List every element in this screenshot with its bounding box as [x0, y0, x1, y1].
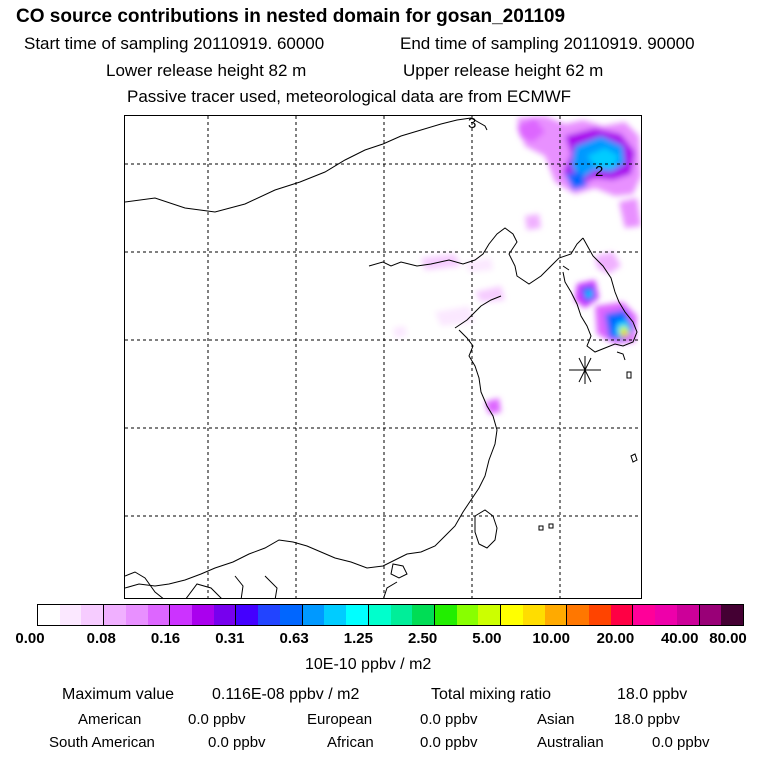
colorbar-segment [38, 605, 60, 625]
region-name: Australian [537, 734, 604, 751]
total-mixing-value: 18.0 ppbv [617, 686, 688, 703]
colorbar-segment [390, 605, 413, 625]
colorbar-segment [412, 605, 435, 625]
total-mixing-label: Total mixing ratio [431, 686, 552, 703]
start-time-label: Start time of sampling 20110919. 60000 [24, 34, 325, 53]
region-value: 0.0 ppbv [420, 734, 478, 751]
colorbar-tick-label: 0.31 [215, 630, 245, 647]
contour-label-2: 2 [595, 163, 603, 180]
region-name: American [78, 711, 142, 728]
colorbar-segment [588, 605, 611, 625]
colorbar [37, 604, 744, 626]
colorbar-segment [456, 605, 479, 625]
region-name: European [307, 711, 373, 728]
colorbar-tick-label: 5.00 [472, 630, 502, 647]
colorbar-segment [236, 605, 259, 625]
colorbar-tick-label: 0.16 [150, 630, 181, 647]
colorbar-segment [544, 605, 568, 625]
colorbar-segment [59, 605, 82, 625]
end-time-label: End time of sampling 20110919. 90000 [400, 34, 695, 53]
max-value-label: Maximum value [62, 686, 175, 703]
colorbar-tick-label: 40.00 [660, 630, 699, 647]
colorbar-tick-label: 20.00 [596, 630, 635, 647]
colorbar-segment [522, 605, 545, 625]
colorbar-tick-label: 2.50 [408, 630, 438, 647]
colorbar-tick-label: 0.63 [279, 630, 309, 647]
concentration-field [393, 116, 641, 414]
colorbar-segment [676, 605, 700, 625]
colorbar-segment [147, 605, 171, 625]
region-value: 0.0 ppbv [208, 734, 266, 751]
region-name: South American [49, 734, 155, 751]
colorbar-tick-label: 80.00 [709, 630, 747, 647]
colorbar-segment [125, 605, 148, 625]
region-value: 0.0 ppbv [188, 711, 246, 728]
colorbar-tick-label: 0.00 [15, 630, 45, 647]
colorbar-tick-label: 0.08 [86, 630, 116, 647]
map-panel: 3 2 [124, 115, 642, 599]
colorbar-segment [478, 605, 502, 625]
plot-title: CO source contributions in nested domain… [16, 6, 566, 27]
colorbar-segment [610, 605, 634, 625]
colorbar-segment [655, 605, 677, 625]
max-value: 0.116E-08 ppbv / m2 [212, 686, 360, 703]
colorbar-segment [258, 605, 280, 625]
contour-label-3: 3 [468, 116, 476, 132]
map-canvas: 3 2 [125, 116, 641, 598]
colorbar-segment [104, 605, 126, 625]
receptor-star-icon [569, 356, 601, 384]
region-value: 0.0 ppbv [420, 711, 478, 728]
coastlines [125, 117, 638, 598]
colorbar-segment [699, 605, 722, 625]
colorbar-segment [721, 605, 743, 625]
colorbar-units: 10E-10 ppbv / m2 [305, 656, 432, 673]
colorbar-segment [81, 605, 105, 625]
colorbar-segment [279, 605, 303, 625]
colorbar-segment [434, 605, 457, 625]
colorbar-segment [567, 605, 589, 625]
colorbar-segment [633, 605, 656, 625]
tracer-note: Passive tracer used, meteorological data… [127, 87, 572, 106]
colorbar-segment [346, 605, 369, 625]
colorbar-segment [501, 605, 523, 625]
colorbar-segment [170, 605, 193, 625]
colorbar-segment [302, 605, 325, 625]
lat-lon-grid [125, 116, 641, 598]
colorbar-segment [213, 605, 237, 625]
colorbar-segment [324, 605, 347, 625]
region-value: 18.0 ppbv [614, 711, 680, 728]
colorbar-segment [192, 605, 214, 625]
upper-release-height: Upper release height 62 m [403, 61, 604, 80]
colorbar-tick-label: 1.25 [343, 630, 373, 647]
region-name: Asian [537, 711, 575, 728]
colorbar-segment [368, 605, 391, 625]
colorbar-tick-label: 10.00 [532, 630, 570, 647]
region-value: 0.0 ppbv [652, 734, 710, 751]
lower-release-height: Lower release height 82 m [106, 61, 307, 80]
region-name: African [327, 734, 374, 751]
